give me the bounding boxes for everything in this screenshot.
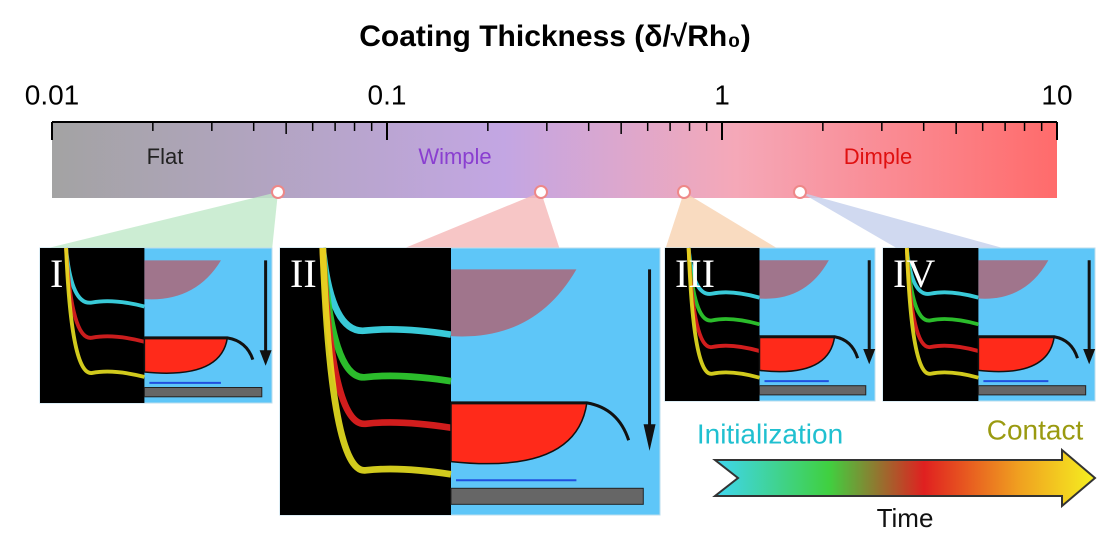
panel-label: III: [675, 251, 715, 296]
substrate: [978, 386, 1085, 395]
panel: I: [40, 248, 272, 403]
tick-label: 0.01: [25, 79, 80, 110]
time-arrow: [715, 450, 1095, 506]
fan: [40, 192, 278, 250]
tick-label: 0.1: [368, 79, 407, 110]
panel: IV: [883, 248, 1095, 401]
panel: III: [665, 248, 875, 401]
marker: [272, 186, 284, 198]
substrate: [451, 488, 643, 504]
title: Coating Thickness (δ/√Rh₀): [359, 20, 751, 53]
legend-axis: Time: [877, 503, 934, 533]
legend-end: Contact: [987, 414, 1084, 445]
marker: [794, 186, 806, 198]
panel-label: II: [290, 251, 317, 296]
figure: Coating Thickness (δ/√Rh₀) 0.01 0.1 1 10 Fl…: [0, 0, 1101, 535]
fan: [800, 192, 1010, 250]
substrate: [144, 388, 261, 397]
legend-start: Initialization: [697, 418, 843, 449]
marker: [678, 186, 690, 198]
tick-label: 10: [1041, 79, 1072, 110]
panel: II: [280, 248, 660, 515]
panel-label: I: [50, 251, 63, 296]
panel-label: IV: [893, 251, 935, 296]
fan: [400, 192, 560, 250]
region-label: Flat: [147, 144, 184, 169]
substrate: [760, 386, 866, 395]
region-label: Wimple: [418, 144, 491, 169]
region-label: Dimple: [844, 144, 912, 169]
marker: [535, 186, 547, 198]
fan: [665, 192, 780, 250]
tick-label: 1: [714, 79, 730, 110]
